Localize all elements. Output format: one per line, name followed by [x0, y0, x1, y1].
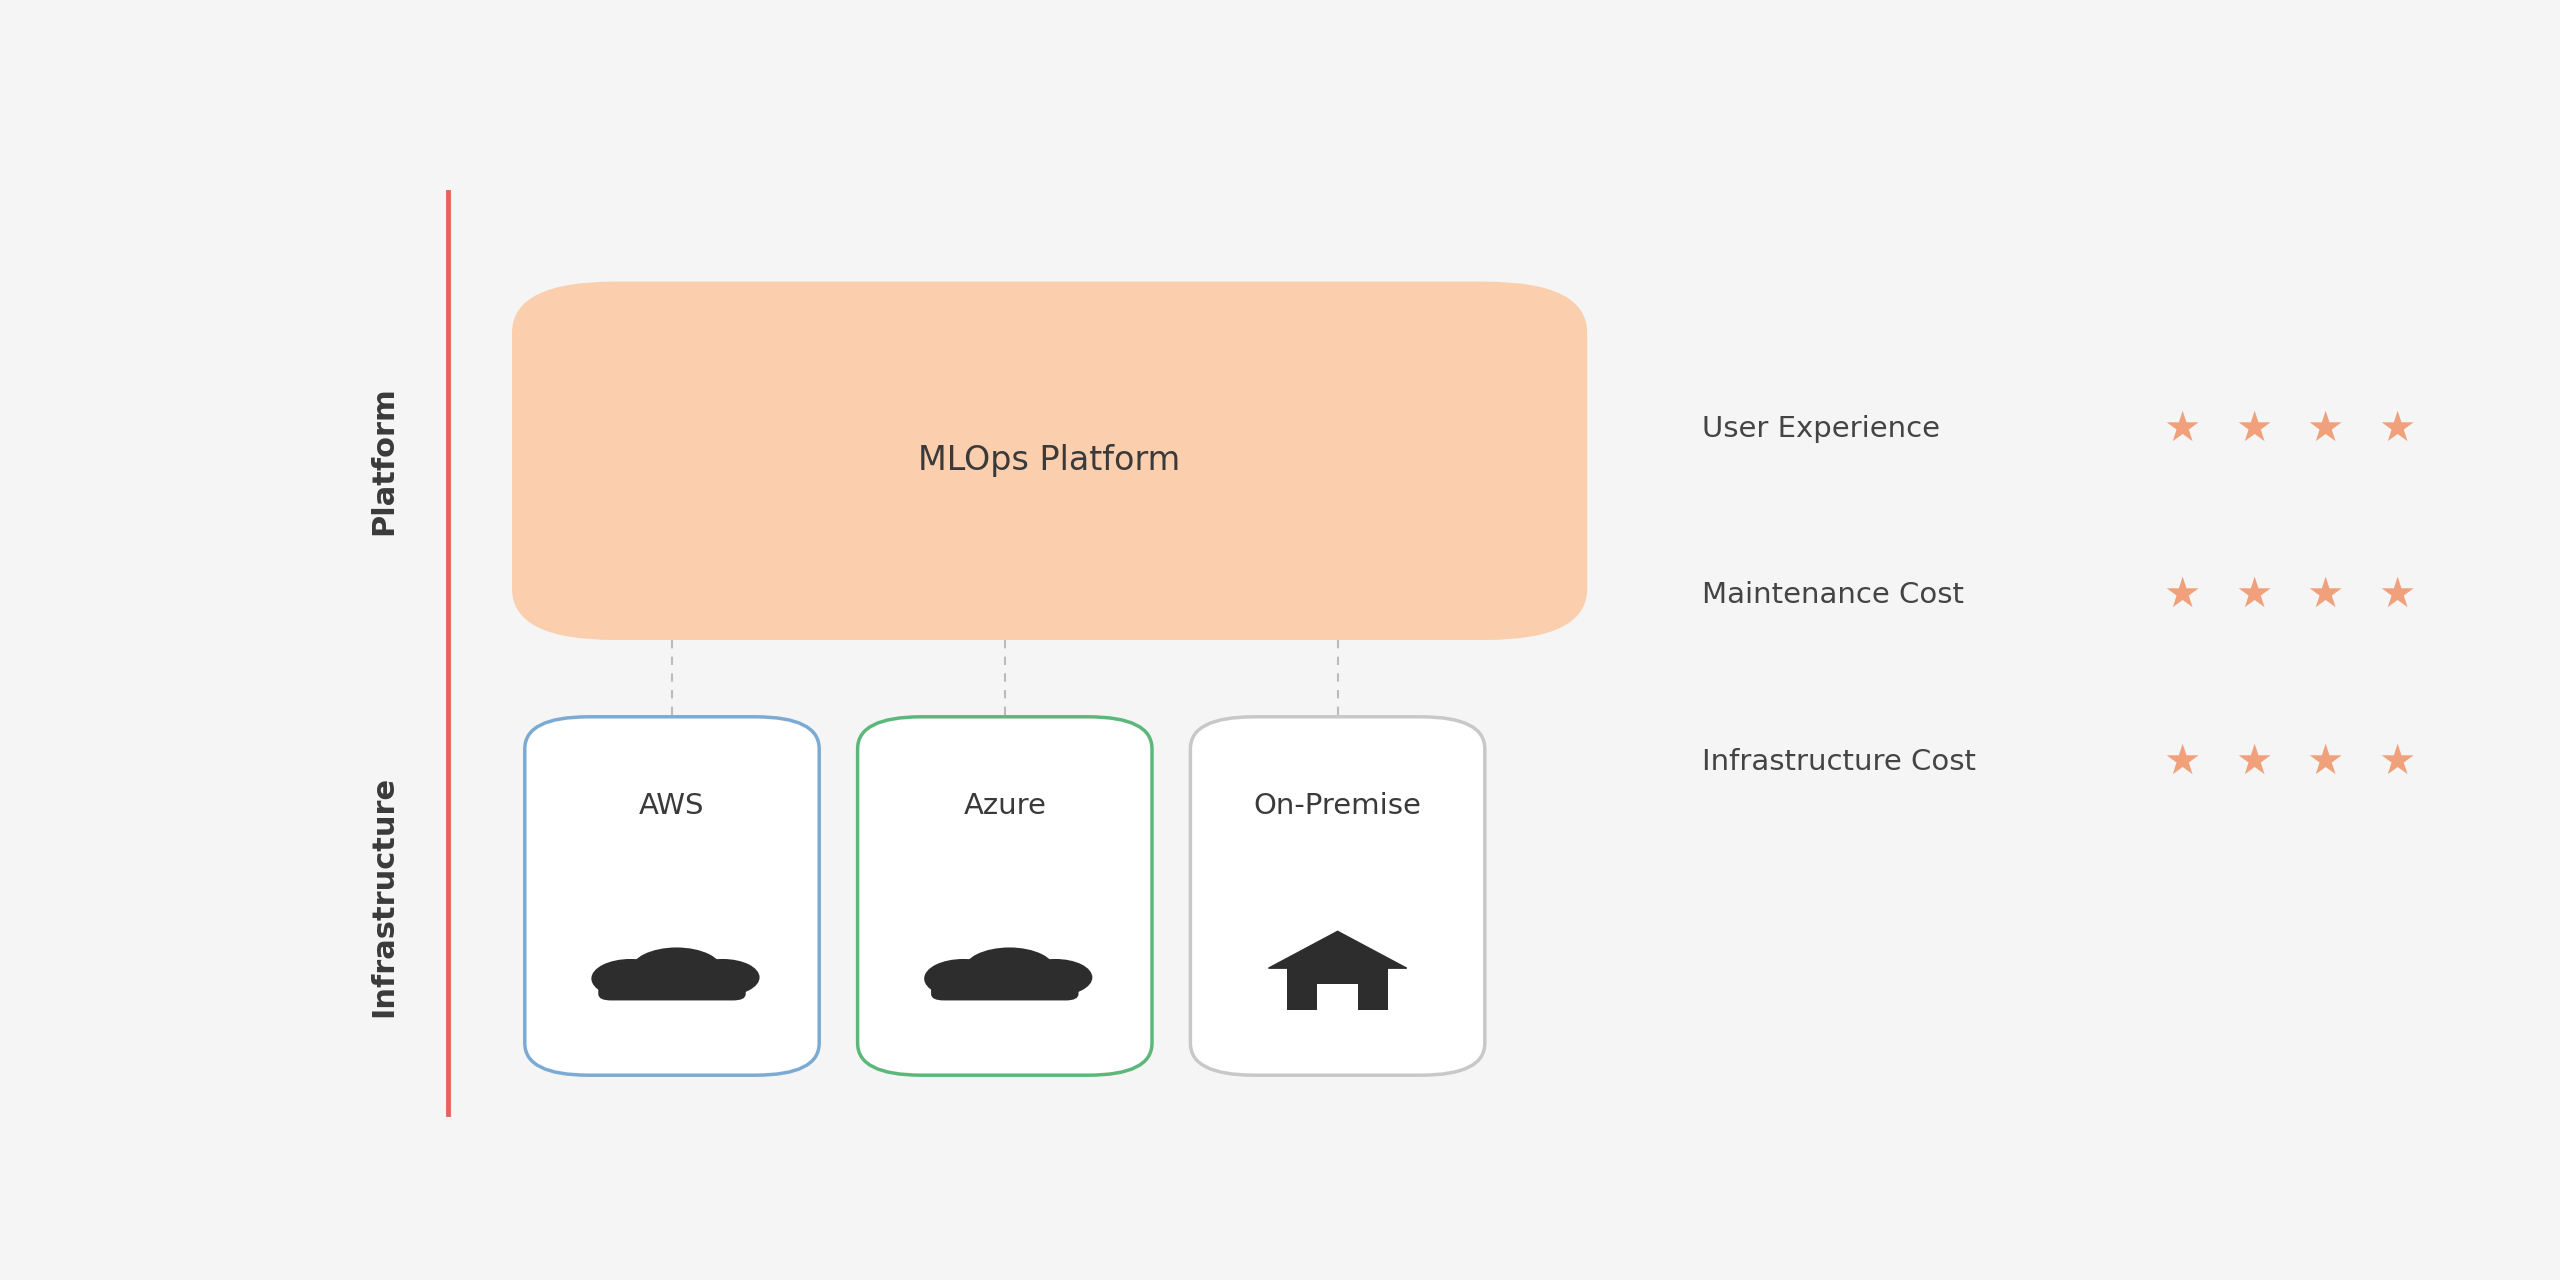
Circle shape — [591, 959, 671, 998]
Text: ★: ★ — [2307, 575, 2345, 616]
Text: ★: ★ — [2235, 741, 2273, 782]
Circle shape — [1019, 959, 1093, 996]
Text: ★: ★ — [2235, 575, 2273, 616]
Text: ★: ★ — [2307, 408, 2345, 449]
FancyBboxPatch shape — [1288, 968, 1388, 1010]
Text: AWS: AWS — [640, 792, 704, 820]
FancyBboxPatch shape — [858, 717, 1152, 1075]
Circle shape — [963, 947, 1055, 993]
Text: Infrastructure Cost: Infrastructure Cost — [1702, 748, 1976, 776]
FancyBboxPatch shape — [599, 978, 745, 1001]
Text: Azure: Azure — [963, 792, 1047, 820]
Text: ★: ★ — [2378, 741, 2417, 782]
Text: ★: ★ — [2163, 575, 2202, 616]
FancyBboxPatch shape — [1190, 717, 1485, 1075]
FancyBboxPatch shape — [512, 282, 1587, 640]
Polygon shape — [1270, 932, 1408, 968]
Text: Infrastructure: Infrastructure — [369, 776, 399, 1016]
Text: On-Premise: On-Premise — [1254, 792, 1421, 820]
Circle shape — [630, 947, 722, 993]
Text: ★: ★ — [2378, 575, 2417, 616]
Text: User Experience: User Experience — [1702, 415, 1940, 443]
Text: ★: ★ — [2307, 741, 2345, 782]
Text: Maintenance Cost: Maintenance Cost — [1702, 581, 1964, 609]
Circle shape — [686, 959, 760, 996]
Text: Platform: Platform — [369, 387, 399, 535]
FancyBboxPatch shape — [525, 717, 819, 1075]
Text: ★: ★ — [2378, 408, 2417, 449]
FancyBboxPatch shape — [1316, 984, 1359, 1010]
FancyBboxPatch shape — [932, 978, 1078, 1001]
Text: MLOps Platform: MLOps Platform — [919, 444, 1180, 477]
Text: ★: ★ — [2235, 408, 2273, 449]
Circle shape — [924, 959, 1004, 998]
Text: ★: ★ — [2163, 741, 2202, 782]
Text: ★: ★ — [2163, 408, 2202, 449]
